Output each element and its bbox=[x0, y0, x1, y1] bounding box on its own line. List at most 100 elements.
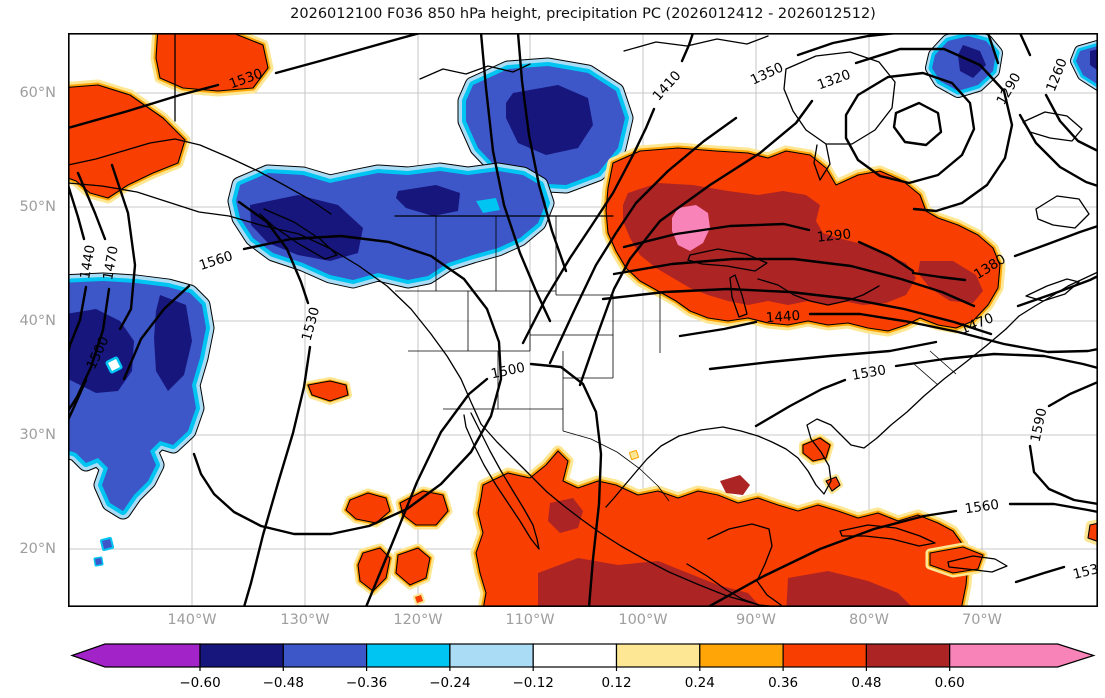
height-contour bbox=[986, 33, 1000, 65]
coastline bbox=[480, 423, 781, 607]
shaded-region-mexico-blob-w4 bbox=[400, 491, 448, 525]
height-contour bbox=[754, 378, 847, 428]
height-contour bbox=[1047, 380, 1098, 408]
contour-label: 1530 bbox=[1071, 559, 1098, 583]
contour-label: 1530 bbox=[851, 362, 888, 384]
colorbar-segment bbox=[366, 643, 451, 668]
height-contour bbox=[1018, 33, 1032, 57]
colorbar-segment bbox=[449, 643, 534, 668]
colorbar-tick-label: −0.48 bbox=[263, 675, 304, 691]
height-contour bbox=[242, 345, 312, 607]
y-tick-label: 20°N bbox=[19, 541, 56, 557]
height-contour bbox=[548, 116, 738, 365]
contour-label: 1590 bbox=[1028, 407, 1051, 444]
coastline bbox=[686, 563, 760, 606]
coastline bbox=[783, 51, 896, 145]
height-contour bbox=[857, 240, 915, 273]
height-contour bbox=[529, 362, 603, 607]
colorbar-tick-label: −0.12 bbox=[513, 675, 554, 691]
height-contour bbox=[854, 47, 1014, 213]
colorbar: −0.60 −0.48 −0.36 −0.24 −0.12 0.12 0.24 0.36 0.4… bbox=[68, 642, 1098, 698]
colorbar-segment bbox=[699, 643, 784, 668]
x-tick-label: 110°W bbox=[505, 612, 555, 628]
colorbar-segment bbox=[532, 643, 618, 668]
shaded-region-nw-territories-negative-core bbox=[506, 85, 593, 155]
colorbar-segment bbox=[615, 643, 701, 668]
colorbar-over-arrow bbox=[949, 643, 1096, 668]
colorbar-tick-label: 0.48 bbox=[851, 675, 881, 691]
coastline bbox=[729, 274, 748, 318]
shaded-region-labrador-edge-core bbox=[1090, 49, 1098, 71]
height-contour bbox=[68, 378, 88, 422]
colorbar-canvas: −0.60 −0.48 −0.36 −0.24 −0.12 0.12 0.24 0.36 0.4… bbox=[70, 643, 1096, 691]
shaded-region-mexico-core-1 bbox=[538, 558, 761, 607]
shaded-region-outline-florida-positive-2 bbox=[825, 476, 841, 492]
shaded-region-outline-yukon-positive bbox=[155, 33, 269, 92]
y-tick-label: 40°N bbox=[19, 313, 56, 329]
figure-title: 2026012100 F036 850 hPa height, precipit… bbox=[290, 6, 876, 22]
coastline bbox=[1035, 195, 1090, 229]
coastline bbox=[605, 426, 724, 508]
height-contour bbox=[68, 183, 86, 241]
height-contour bbox=[521, 107, 656, 345]
height-contour bbox=[892, 101, 943, 147]
colorbar-under-arrow bbox=[70, 643, 201, 668]
y-tick-label: 60°N bbox=[19, 85, 56, 101]
contour-label: 1320 bbox=[815, 67, 853, 94]
height-contour bbox=[894, 352, 1098, 370]
height-contour bbox=[192, 234, 503, 536]
shaded-region-outline-florida-positive-1 bbox=[802, 437, 831, 462]
colorbar-tick-label: −0.24 bbox=[429, 675, 470, 691]
state-border bbox=[929, 350, 957, 375]
colorbar-tick-label: −0.36 bbox=[346, 675, 387, 691]
shaded-region-outline-mexico-blob-w3 bbox=[395, 547, 431, 586]
contour-label: 1560 bbox=[964, 497, 1000, 518]
coastline bbox=[722, 328, 1007, 495]
height-contour bbox=[1014, 565, 1066, 584]
colorbar-tick-label: −0.60 bbox=[179, 675, 220, 691]
shaded-region-outline-mexico-blob-w1 bbox=[345, 492, 391, 524]
height-contour bbox=[678, 320, 758, 338]
x-tick-label: 120°W bbox=[393, 612, 443, 628]
height-contour bbox=[364, 377, 489, 607]
contour-label: 1290 bbox=[816, 226, 852, 246]
contour-label: 1440 bbox=[77, 244, 99, 281]
shaded-region-mexico-blob-w1 bbox=[346, 493, 390, 523]
height-contour bbox=[237, 200, 310, 305]
height-contour bbox=[808, 312, 1098, 354]
coastline bbox=[463, 412, 540, 550]
x-tick-label: 140°W bbox=[167, 612, 217, 628]
state-border bbox=[562, 430, 670, 502]
shaded-region-mexico-blob-w2 bbox=[358, 548, 390, 591]
shaded-region-baja-dot-1 bbox=[102, 539, 112, 549]
shaded-region-outline-mexico-blob-w2 bbox=[357, 547, 391, 592]
coastline bbox=[623, 35, 769, 52]
shaded-region-yukon-positive bbox=[156, 33, 268, 91]
height-contour bbox=[911, 271, 967, 282]
height-contour bbox=[122, 284, 191, 381]
height-contour bbox=[1016, 274, 1098, 308]
colorbar-tick-label: 0.12 bbox=[601, 675, 631, 691]
shaded-region-alaska-gulf-positive bbox=[68, 85, 185, 198]
state-border bbox=[913, 363, 939, 386]
shaded-region-mexico-core-3 bbox=[548, 498, 583, 533]
shaded-region-mexico-blob-w3 bbox=[396, 548, 430, 585]
x-tick-label: 100°W bbox=[618, 612, 668, 628]
height-contour bbox=[274, 33, 422, 75]
shaded-region-mexico-speck bbox=[415, 595, 423, 603]
height-contour bbox=[516, 33, 568, 273]
shaded-region-outline-right-edge-positive bbox=[1087, 522, 1098, 543]
height-contour bbox=[1013, 224, 1098, 258]
coastline bbox=[1005, 271, 1098, 330]
height-contour bbox=[578, 99, 814, 387]
shaded-region-pacific-nw-core-west bbox=[250, 195, 363, 261]
coastline bbox=[1025, 278, 1080, 302]
height-contour bbox=[110, 163, 137, 331]
coastline bbox=[707, 523, 782, 606]
shaded-region-outline-hispaniola-positive bbox=[929, 546, 984, 574]
coastline bbox=[757, 278, 880, 306]
height-contour bbox=[680, 33, 695, 63]
shaded-region-outline-great-basin-small-positive bbox=[307, 380, 349, 402]
coastline bbox=[259, 208, 338, 260]
map-axes: 1530 1410 1350 1320 1260 1290 1440 1470 1560 1500… bbox=[68, 33, 1098, 607]
